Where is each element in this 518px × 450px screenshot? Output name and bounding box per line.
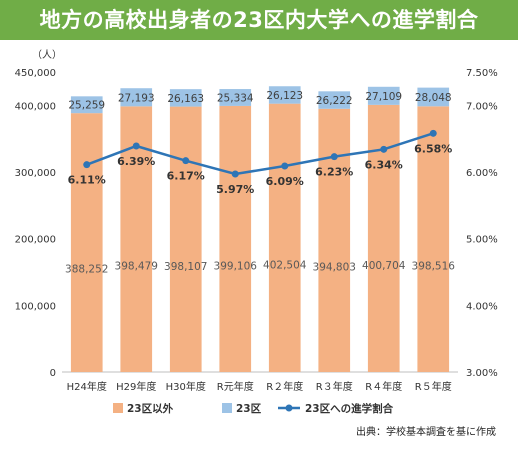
ratio-point [132,142,140,150]
ratio-label: 5.97% [216,183,254,196]
x-tick-label: H24年度 [67,380,107,393]
y-right-tick-label: 7.00% [466,101,498,112]
ratio-label: 6.09% [266,175,304,188]
ratio-point [380,145,388,153]
chart-title: 地方の高校出身者の23区内大学への進学割合 [39,8,479,32]
y-right-tick-label: 5.00% [466,235,498,246]
bar-in-23 [417,87,450,107]
bar-in-23 [70,96,103,114]
bar-in-23 [169,89,202,107]
x-tick-label: R３年度 [316,380,353,393]
y-left-tick-label: 100,000 [15,301,56,312]
x-tick-label: H30年度 [166,380,206,393]
ratio-label: 6.17% [167,170,205,183]
bar-outside-23 [417,106,450,373]
bar-outside-23 [169,106,202,372]
legend-label-ratio: 23区への進学割合 [305,402,394,415]
ratio-point [83,161,91,169]
ratio-label: 6.11% [68,174,106,187]
bar-label-in-23: 27,109 [365,91,402,103]
ratio-point [429,129,437,137]
ratio-point [281,162,289,170]
bar-label-in-23: 26,123 [266,90,303,102]
ratio-label: 6.23% [315,166,353,179]
ratio-point [330,153,338,161]
chart-title-banner: 地方の高校出身者の23区内大学への進学割合 [0,0,518,40]
bar-outside-23 [268,103,301,372]
y-left-tick-label: 450,000 [15,68,56,79]
ratio-label: 6.58% [414,142,452,155]
legend-swatch-in-23 [222,403,232,413]
y-right-tick-label: 3.00% [466,368,498,379]
legend-label-outside-23: 23区以外 [127,402,174,415]
x-tick-label: R４年度 [365,380,402,393]
y-left-tick-label: 300,000 [15,168,56,179]
bar-outside-23 [219,105,252,373]
y-right-tick-label: 4.00% [466,301,498,312]
bar-in-23 [318,91,351,109]
y-left-tick-label: 200,000 [15,235,56,246]
bar-in-23 [367,86,400,105]
legend-swatch-outside-23 [113,403,123,413]
bar-label-outside-23: 399,106 [214,261,258,273]
bar-label-in-23: 26,222 [316,95,353,107]
bar-label-in-23: 25,334 [217,92,254,104]
bar-label-in-23: 27,193 [118,92,155,104]
bar-label-outside-23: 398,479 [115,261,158,273]
ratio-line [86,132,434,176]
bar-in-23 [219,89,252,106]
bar-label-outside-23: 398,107 [164,261,207,273]
bar-label-outside-23: 400,704 [362,260,406,272]
x-tick-label: R５年度 [415,380,452,393]
y-right-tick-label: 7.50% [466,68,498,79]
ratio-point [231,170,239,178]
ratio-label: 6.39% [117,155,155,168]
ratio-label: 6.34% [365,158,403,171]
bar-outside-23 [70,113,103,372]
bar-label-outside-23: 394,803 [313,262,356,274]
legend-swatch-ratio-point [285,404,293,412]
bar-in-23 [120,88,153,107]
x-tick-label: R２年度 [266,380,303,393]
x-tick-label: H29年度 [116,380,156,393]
x-tick-label: R元年度 [217,380,254,393]
bar-label-outside-23: 388,252 [65,263,108,275]
bar-outside-23 [318,108,351,372]
bar-label-outside-23: 402,504 [263,260,307,272]
y-left-tick-label: 0 [50,368,56,379]
bar-label-outside-23: 398,516 [412,261,456,273]
legend-label-in-23: 23区 [236,403,262,415]
y-left-unit-label: （人） [32,49,62,61]
bar-label-in-23: 28,048 [415,92,452,104]
bar-label-in-23: 25,259 [68,100,105,112]
y-left-tick-label: 400,000 [15,101,56,112]
source-note: 出典：学校基本調査を基に作成 [356,427,496,438]
y-right-tick-label: 6.00% [466,168,498,179]
bar-in-23 [268,86,301,104]
bar-label-in-23: 26,163 [167,93,204,105]
ratio-point [182,157,190,165]
